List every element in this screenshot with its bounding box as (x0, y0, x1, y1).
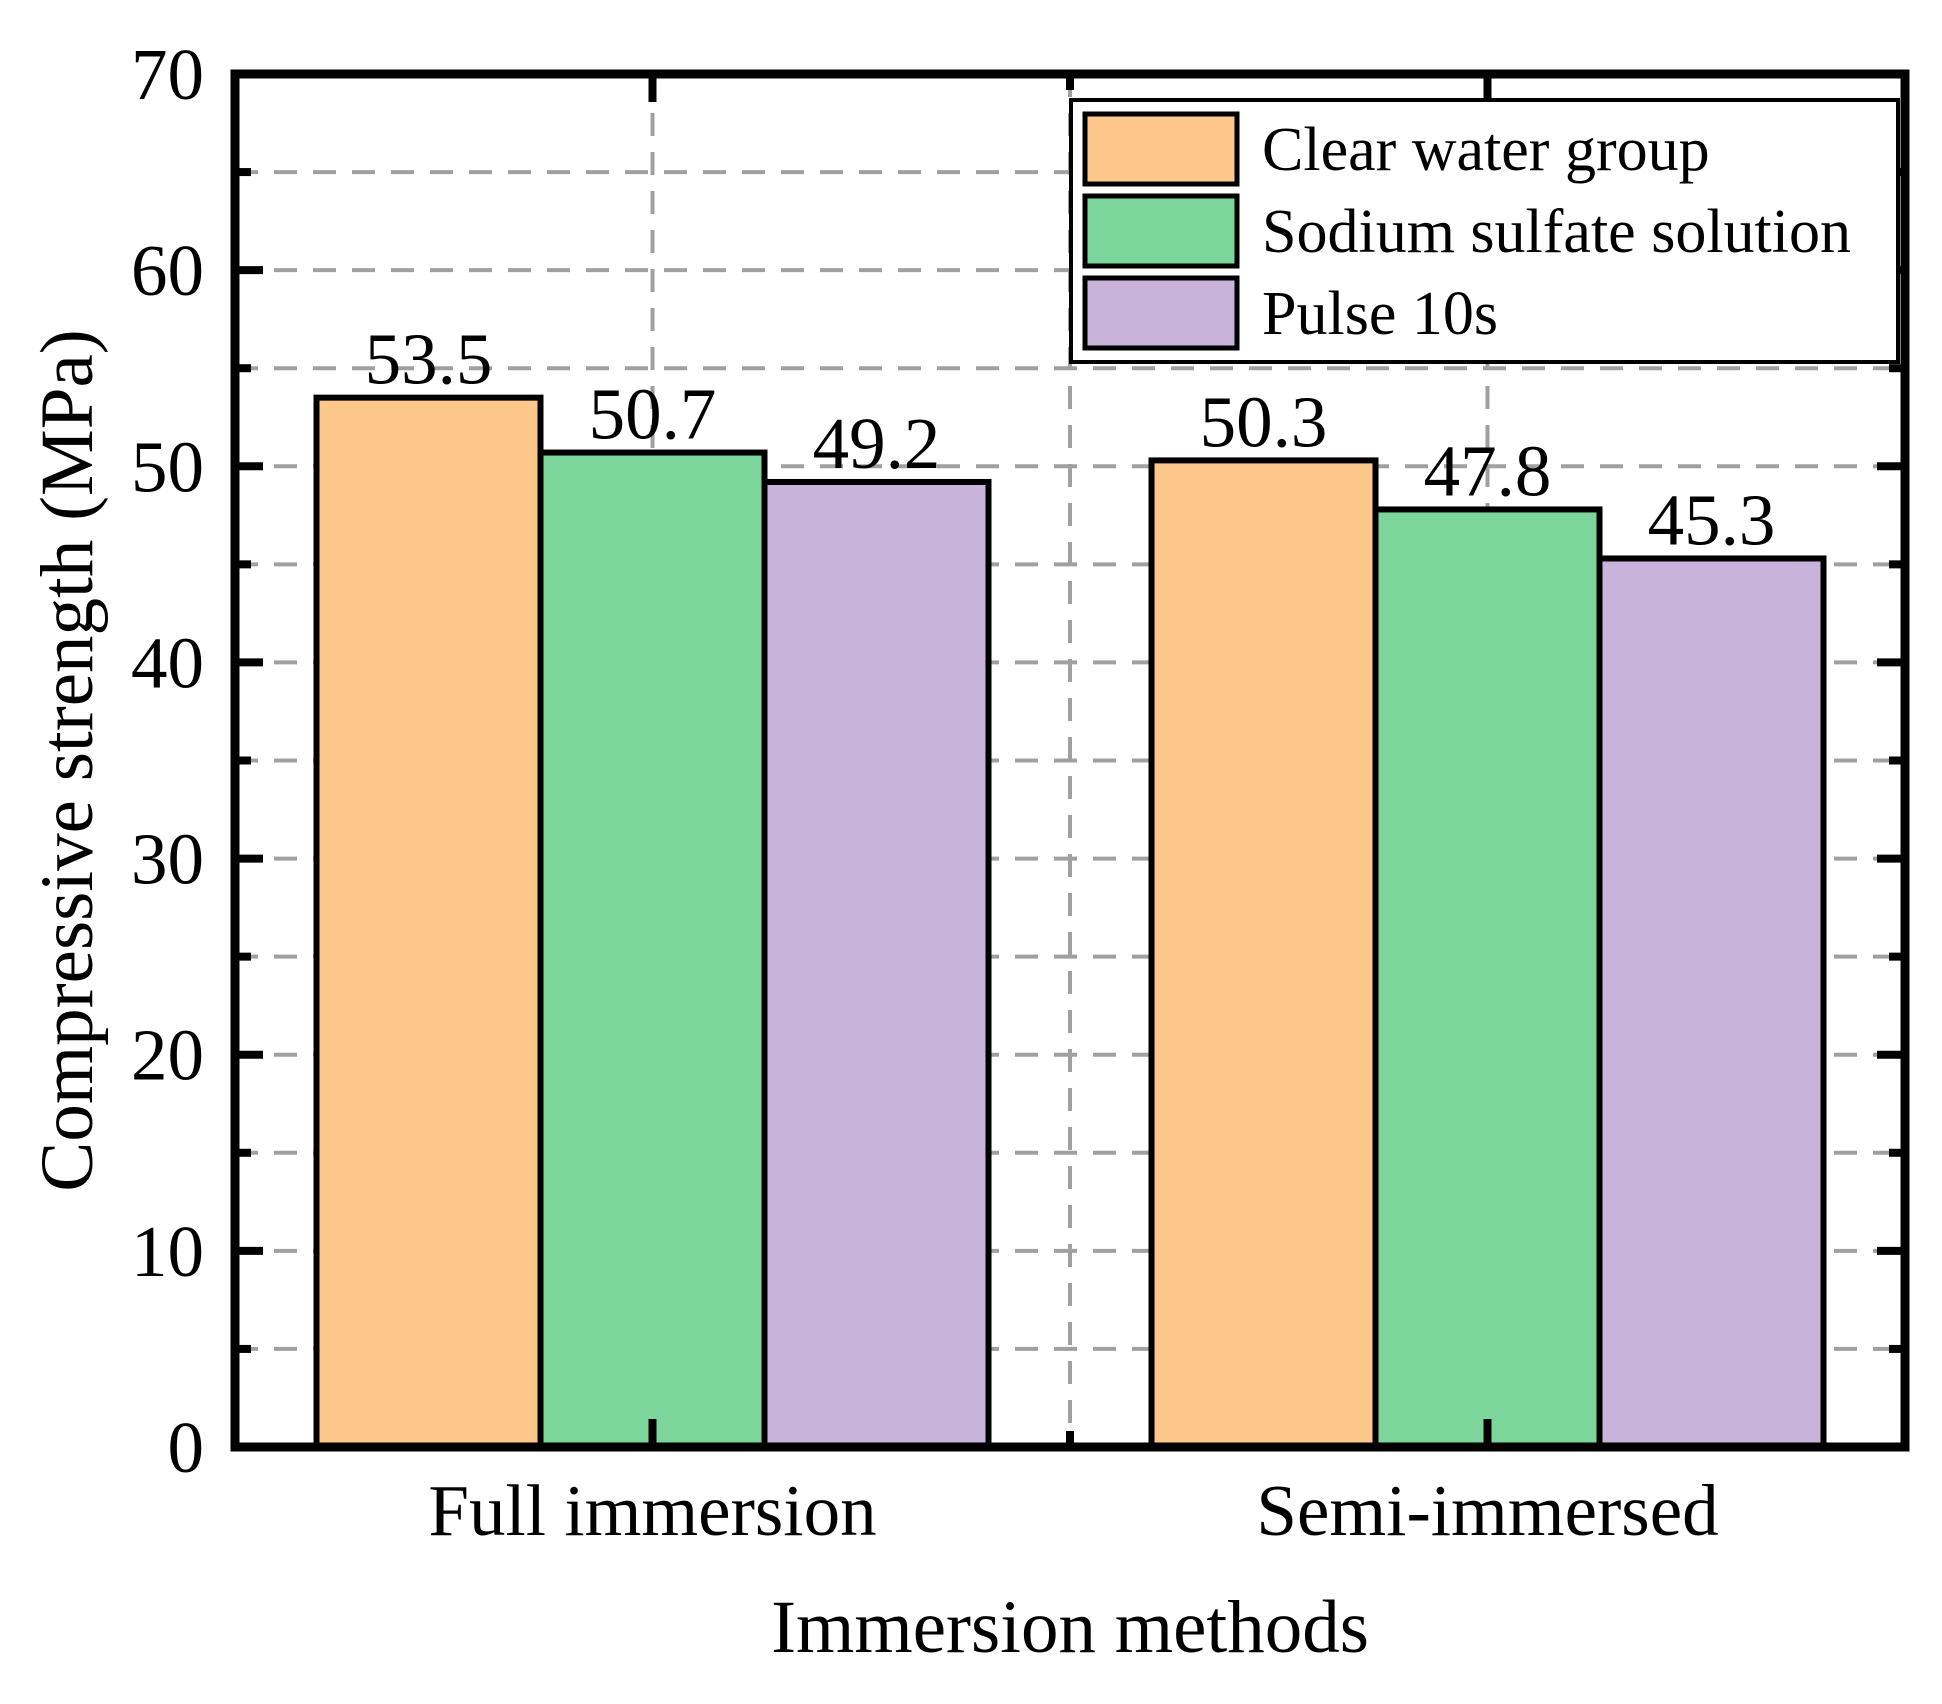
bar-value-label: 53.5 (365, 319, 493, 400)
y-tick-label: 40 (131, 622, 204, 703)
bar-value-label: 50.7 (589, 374, 717, 455)
bar (537, 449, 768, 1450)
legend-label: Sodium sulfate solution (1262, 198, 1851, 266)
legend-swatch (1082, 193, 1240, 269)
legend-swatch (1082, 275, 1240, 351)
y-tick-label: 0 (168, 1407, 205, 1488)
x-category-label: Semi-immersed (1256, 1470, 1718, 1551)
bar-value-label: 49.2 (813, 403, 941, 484)
legend: Clear water group Sodium sulfate solution… (1069, 98, 1900, 364)
bar-value-label: 45.3 (1648, 479, 1776, 560)
bar-value-label: 47.8 (1424, 430, 1552, 511)
y-tick-label: 70 (131, 34, 204, 115)
y-tick-label: 30 (131, 819, 204, 900)
bar (1596, 555, 1827, 1450)
y-axis-title: Compressive strength (MPa) (26, 329, 109, 1191)
bar (1148, 457, 1379, 1450)
bar-value-label: 50.3 (1200, 381, 1328, 462)
y-tick-label: 60 (131, 230, 204, 311)
labels-layer: Immersion methods Compressive strength (… (26, 34, 1775, 1669)
bar (1372, 506, 1603, 1450)
bar (761, 478, 992, 1450)
legend-label: Clear water group (1262, 116, 1710, 184)
legend-label: Pulse 10s (1262, 280, 1498, 348)
ticks-layer (235, 74, 1905, 1447)
bar (313, 394, 544, 1450)
x-axis-title: Immersion methods (771, 1586, 1369, 1669)
x-category-label: Full immersion (428, 1470, 876, 1551)
y-tick-label: 10 (131, 1211, 204, 1292)
y-tick-label: 50 (131, 426, 204, 507)
legend-swatch (1082, 111, 1240, 187)
bars-layer (313, 394, 1827, 1450)
y-tick-label: 20 (131, 1015, 204, 1096)
